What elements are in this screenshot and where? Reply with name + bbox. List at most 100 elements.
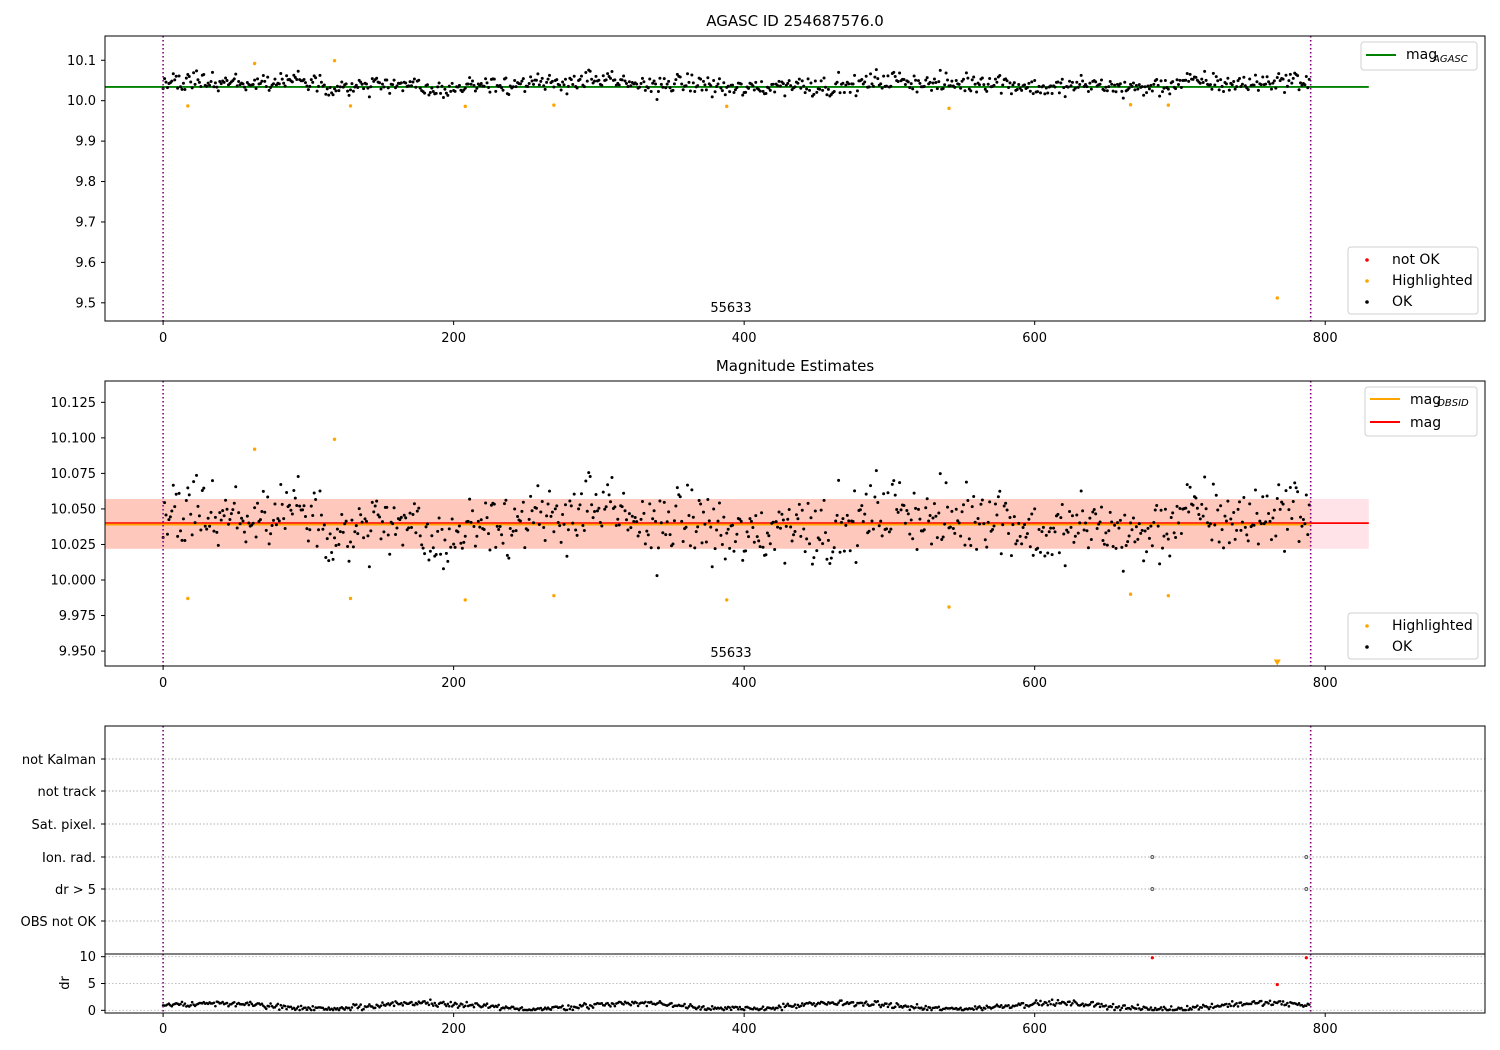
ok-point <box>1179 531 1183 535</box>
ok-point <box>466 82 470 86</box>
ok-point <box>1149 83 1153 87</box>
ok-point <box>951 526 955 530</box>
ok-point <box>635 82 639 86</box>
ok-point <box>726 527 730 531</box>
ok-point <box>851 1001 855 1004</box>
ok-point <box>1100 505 1104 509</box>
x-tick-label: 400 <box>732 1022 757 1037</box>
ok-point <box>1088 81 1092 85</box>
ok-point <box>1098 520 1102 524</box>
ok-point <box>1305 1004 1308 1008</box>
ok-point <box>193 521 197 525</box>
ok-point <box>302 504 306 508</box>
panel1-title: AGASC ID 254687576.0 <box>706 12 884 30</box>
ok-point <box>988 500 992 504</box>
ok-point <box>356 532 360 536</box>
ok-point <box>302 78 306 82</box>
ok-point <box>800 508 804 512</box>
ok-point <box>780 512 784 516</box>
ok-point <box>486 85 490 89</box>
ok-point <box>1255 80 1259 84</box>
ok-point <box>664 86 668 90</box>
ok-point <box>1021 525 1025 529</box>
ok-point <box>1262 1003 1266 1006</box>
ok-point <box>1161 546 1165 550</box>
ok-point <box>1042 1002 1045 1006</box>
ok-point <box>1136 1003 1140 1007</box>
ok-point <box>930 542 934 546</box>
ok-point <box>635 1001 638 1005</box>
ok-point <box>780 1008 784 1012</box>
ok-point <box>546 502 550 506</box>
ok-point <box>880 86 884 90</box>
ok-point <box>1191 77 1195 81</box>
ok-point <box>210 70 214 74</box>
ok-point <box>303 81 307 85</box>
x-tick-label: 600 <box>1022 1022 1047 1037</box>
ok-point <box>783 561 787 565</box>
ok-point <box>229 512 233 516</box>
ok-point <box>796 1003 800 1007</box>
ok-point <box>1105 543 1109 547</box>
ok-point <box>824 85 828 89</box>
ok-point <box>1162 534 1166 538</box>
ok-point <box>983 1007 987 1010</box>
ok-point <box>317 84 321 88</box>
ok-point <box>802 84 806 88</box>
ok-point <box>335 527 339 531</box>
ok-point <box>1163 79 1167 83</box>
ok-point <box>1053 85 1057 89</box>
ok-point <box>536 72 540 76</box>
ok-point <box>1102 89 1106 93</box>
ok-point <box>1159 1006 1163 1009</box>
ok-point <box>237 511 241 515</box>
ok-point <box>1268 999 1272 1003</box>
ok-point <box>350 82 354 86</box>
ok-point <box>426 1001 429 1004</box>
ok-point <box>905 509 909 513</box>
ok-point <box>298 504 302 508</box>
highlighted-point <box>332 58 337 63</box>
ok-point <box>1076 531 1080 535</box>
ok-point <box>667 79 671 83</box>
ok-point <box>494 89 498 93</box>
ok-point <box>815 90 819 94</box>
ok-point <box>1159 79 1163 83</box>
ok-point <box>822 76 826 80</box>
ok-point <box>885 84 889 88</box>
ok-point <box>472 83 476 87</box>
ok-point <box>871 84 875 88</box>
ok-point <box>430 1002 434 1005</box>
ok-point <box>577 1006 580 1010</box>
ok-point <box>796 81 800 85</box>
ok-point <box>640 76 644 80</box>
ok-point <box>460 546 464 550</box>
ok-point <box>436 1005 439 1008</box>
ok-point <box>1106 1008 1109 1011</box>
ok-point <box>517 1008 521 1012</box>
ok-point <box>1166 87 1170 91</box>
ok-point <box>543 538 547 542</box>
ok-point <box>182 1004 185 1007</box>
ok-point <box>273 1005 277 1009</box>
ok-point <box>818 1002 821 1005</box>
ok-point <box>882 74 886 78</box>
ok-point <box>253 506 257 510</box>
ok-point <box>440 527 444 531</box>
ok-point <box>196 78 200 82</box>
ok-point <box>983 87 987 91</box>
ok-point <box>1268 82 1272 86</box>
ok-point <box>327 559 331 563</box>
ok-point <box>199 528 203 532</box>
ok-point <box>366 534 370 538</box>
ok-point <box>638 530 642 534</box>
ok-point <box>208 524 212 528</box>
ok-point <box>449 89 453 93</box>
ok-point <box>1065 1003 1068 1007</box>
ok-point <box>1046 1003 1050 1007</box>
ok-point <box>722 1008 726 1012</box>
ok-point <box>264 528 268 532</box>
ok-point <box>869 72 873 76</box>
ok-point <box>744 549 748 553</box>
ok-point <box>723 93 727 97</box>
